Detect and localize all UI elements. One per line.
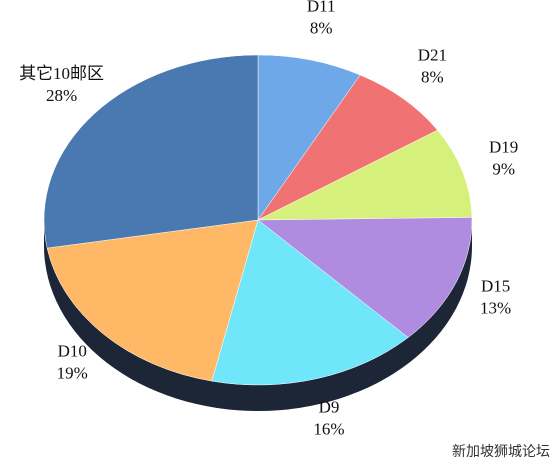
slice-value-label: 19% xyxy=(57,363,88,382)
slice-label: D11 xyxy=(307,0,336,15)
slice-value-label: 13% xyxy=(480,299,511,318)
slice-label: D10 xyxy=(58,341,87,360)
slice-label: D15 xyxy=(481,277,510,296)
slice-value-label: 9% xyxy=(492,159,515,178)
slice-label: D21 xyxy=(418,45,447,64)
pie-slice xyxy=(46,219,259,382)
slice-value-label: 8% xyxy=(421,67,444,86)
slice-label: D19 xyxy=(489,137,518,156)
slice-label: D9 xyxy=(319,398,340,417)
pie-slice xyxy=(257,129,473,221)
pie-slice xyxy=(257,54,361,221)
slice-value-label: 16% xyxy=(313,420,344,439)
pie-slice xyxy=(43,54,259,249)
pie-slice xyxy=(257,217,473,338)
pie-slice xyxy=(211,219,409,386)
slice-label: 其它10邮区 xyxy=(19,64,104,83)
slice-value-label: 28% xyxy=(46,86,77,105)
watermark: 新加坡狮城论坛 xyxy=(452,444,550,460)
slice-value-label: 8% xyxy=(310,18,333,37)
pie-slice xyxy=(257,74,438,221)
